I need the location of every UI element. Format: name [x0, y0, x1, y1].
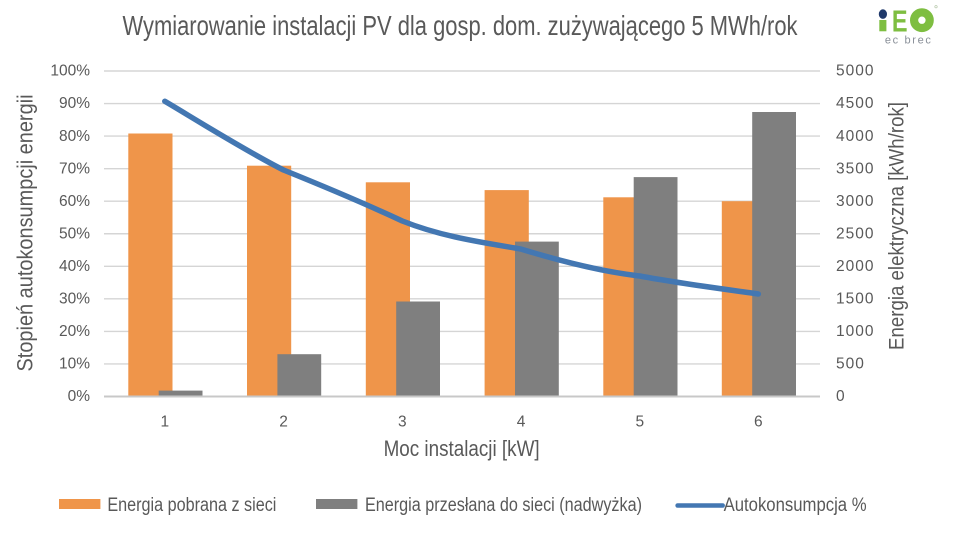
- svg-text:1500: 1500: [836, 291, 874, 308]
- svg-text:Stopień autokonsumpcji energii: Stopień autokonsumpcji energii: [12, 94, 37, 371]
- svg-text:ec brec: ec brec: [885, 34, 932, 46]
- svg-text:20%: 20%: [59, 323, 90, 340]
- svg-text:3500: 3500: [836, 160, 874, 177]
- svg-text:70%: 70%: [59, 160, 90, 177]
- svg-text:3: 3: [398, 413, 407, 430]
- svg-text:60%: 60%: [59, 193, 90, 210]
- svg-text:10%: 10%: [59, 356, 90, 373]
- svg-text:2000: 2000: [836, 258, 874, 275]
- svg-text:Wymiarowanie instalacji PV dla: Wymiarowanie instalacji PV dla gosp. dom…: [123, 10, 799, 41]
- svg-text:5: 5: [635, 413, 644, 430]
- svg-text:4000: 4000: [836, 128, 874, 145]
- svg-text:30%: 30%: [59, 291, 90, 308]
- svg-text:0: 0: [836, 388, 846, 405]
- svg-text:4500: 4500: [836, 95, 874, 112]
- svg-text:4: 4: [517, 413, 526, 430]
- svg-text:Energia przesłana do sieci (na: Energia przesłana do sieci (nadwyżka): [365, 495, 642, 516]
- svg-text:Autokonsumpcja %: Autokonsumpcja %: [724, 495, 867, 516]
- svg-text:Moc instalacji [kW]: Moc instalacji [kW]: [384, 436, 540, 461]
- svg-text:40%: 40%: [59, 258, 90, 275]
- svg-text:Energia elektryczna [kWh/rok]: Energia elektryczna [kWh/rok]: [886, 102, 909, 350]
- svg-text:90%: 90%: [59, 95, 90, 112]
- svg-text:500: 500: [836, 356, 865, 373]
- svg-text:100%: 100%: [50, 63, 90, 80]
- svg-text:1000: 1000: [836, 323, 874, 340]
- svg-text:6: 6: [754, 413, 763, 430]
- svg-text:3000: 3000: [836, 193, 874, 210]
- svg-text:0%: 0%: [68, 388, 91, 405]
- svg-text:Energia pobrana z sieci: Energia pobrana z sieci: [107, 495, 276, 516]
- svg-text:80%: 80%: [59, 128, 90, 145]
- svg-text:1: 1: [160, 413, 169, 430]
- svg-text:50%: 50%: [59, 225, 90, 242]
- svg-text:2: 2: [279, 413, 288, 430]
- svg-text:2500: 2500: [836, 225, 874, 242]
- svg-text:E: E: [892, 3, 908, 38]
- svg-text:5000: 5000: [836, 63, 874, 80]
